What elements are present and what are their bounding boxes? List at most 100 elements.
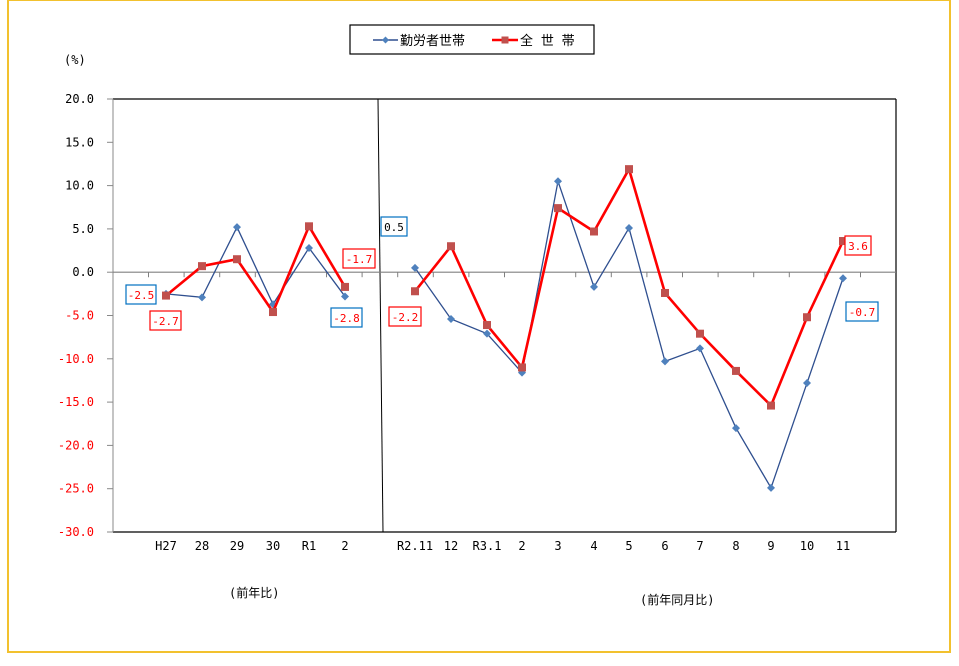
diamond-marker-icon [483,329,491,338]
diamond-marker-icon [447,314,455,323]
y-tick-label: 5.0 [72,222,94,236]
y-axis-unit-label: (%) [64,53,86,67]
data-label-box [330,307,363,328]
data-label-text: -2.7 [152,315,179,328]
x-tick-label: R1 [302,539,316,553]
diamond-marker-icon [732,424,740,433]
diamond-marker-icon [382,36,389,44]
data-label-box [844,235,872,256]
x-tick-label: 5 [625,539,632,553]
data-label-text: -2.2 [392,311,419,324]
series-line-all [165,223,347,315]
diamond-marker-icon [625,224,633,233]
x-tick-label: 3 [554,539,561,553]
square-marker-icon [411,287,419,296]
y-tick-label: -25.0 [58,482,94,496]
data-label-text: 0.5 [384,221,404,234]
square-marker-icon [501,36,509,44]
square-marker-icon [305,222,313,231]
x-tick-label: H27 [155,539,177,553]
diamond-marker-icon [233,223,241,232]
series-line-worker [165,225,346,306]
y-tick-label: 10.0 [65,179,94,193]
panel-caption-annual: (前年比) [229,585,279,600]
diamond-marker-icon [696,344,704,353]
data-label-box [149,310,182,331]
diamond-marker-icon [803,379,811,388]
y-tick-label: -30.0 [58,525,94,539]
square-marker-icon [269,308,277,317]
y-tick-label: -15.0 [58,395,94,409]
x-tick-label: 8 [732,539,739,553]
square-marker-icon [732,366,740,375]
diamond-marker-icon [590,282,598,291]
data-label-box [845,301,879,322]
diamond-marker-icon [839,274,847,283]
data-label-text: -0.7 [849,306,876,319]
x-tick-label: 2 [341,539,348,553]
panel-caption-monthly: (前年同月比) [640,592,714,607]
data-label-text: -2.8 [333,312,360,325]
data-label-box [342,248,376,269]
series-lines [162,165,847,492]
square-marker-icon [803,313,811,322]
x-tick-label: 9 [767,539,774,553]
legend-label-worker: 勤労者世帯 [400,34,465,49]
x-tick-label: 7 [696,539,703,553]
legend-label-all: 全 世 帯 [520,33,575,49]
square-marker-icon [483,321,491,330]
x-tick-label: 30 [266,539,280,553]
y-tick-label: 0.0 [72,265,94,279]
data-label-text: 3.6 [848,240,868,253]
zero-line [113,271,896,278]
legend-item-all: 全 世 帯 [492,33,575,49]
x-tick-label: 6 [661,539,668,553]
panel-divider [377,98,384,533]
y-tick-label: -5.0 [65,309,94,323]
data-label-box [380,216,408,237]
x-tick-label: 28 [195,539,209,553]
square-marker-icon [162,291,170,300]
x-tick-label: 10 [800,539,814,553]
y-tick-label: 15.0 [65,135,94,149]
data-labels: -2.5 -2.7 -1.7 -2.8 0.5 -2.2 3.6 -0.7 [125,216,879,331]
series-line-all [413,165,845,408]
square-marker-icon [447,242,455,251]
data-label-box [388,306,422,327]
legend: 勤労者世帯 全 世 帯 [349,24,595,55]
diamond-marker-icon [341,292,349,301]
square-marker-icon [767,401,775,410]
x-tick-label: 4 [590,539,597,553]
x-axis: H27 28 29 30 R1 2 R2.11 12 R3.1 2 3 4 5 6 7 8 9 10 11 [155,539,850,553]
data-label-text: -2.5 [128,289,155,302]
x-tick-label: R2.11 [397,539,433,553]
y-tick-label: 20.0 [65,92,94,106]
chart-frame [7,0,951,653]
x-tick-label: 29 [230,539,244,553]
square-marker-icon [341,282,349,291]
diamond-marker-icon [661,357,669,366]
square-marker-icon [518,363,526,372]
y-axis: 20.0 15.0 10.0 5.0 0.0 -5.0 -10.0 -15.0 -20.0 -25… [58,92,113,539]
diamond-marker-icon [767,483,775,492]
square-marker-icon [590,227,598,236]
diamond-marker-icon [554,177,562,186]
data-label-text: -1.7 [346,253,373,266]
y-tick-label: -10.0 [58,352,94,366]
diamond-marker-icon [411,263,419,272]
x-tick-label: 12 [444,539,458,553]
legend-item-worker: 勤労者世帯 [373,34,465,49]
x-tick-label: R3.1 [473,539,502,553]
diamond-marker-icon [198,293,206,302]
x-tick-label: 11 [836,539,850,553]
square-marker-icon [625,165,633,174]
square-marker-icon [233,255,241,264]
data-label-box [125,284,157,305]
square-marker-icon [839,237,847,246]
x-tick-label: 2 [518,539,525,553]
square-marker-icon [198,262,206,271]
square-marker-icon [554,204,562,213]
diamond-marker-icon [305,243,313,252]
square-marker-icon [661,288,669,297]
